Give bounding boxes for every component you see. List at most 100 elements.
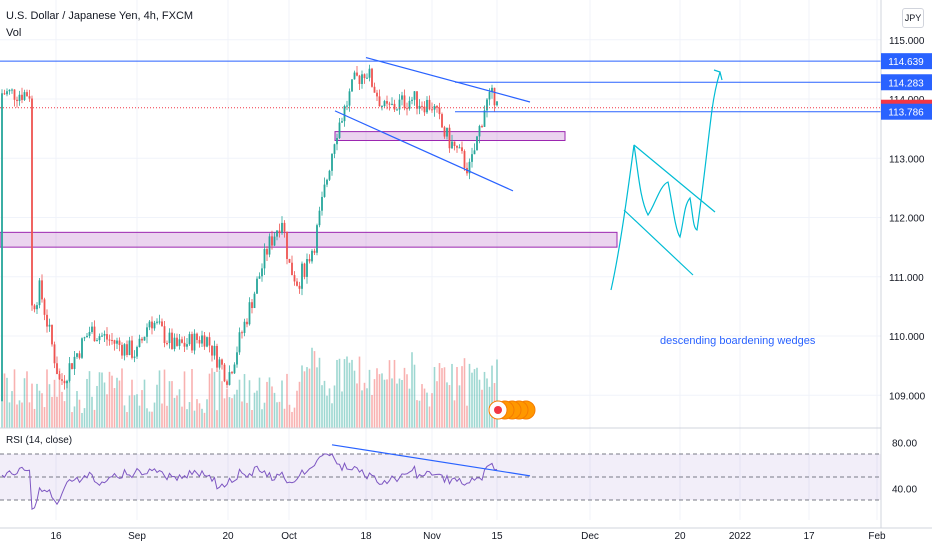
candle-body xyxy=(311,250,313,262)
candle-body xyxy=(293,275,296,282)
volume-bar xyxy=(333,385,336,428)
volume-bar xyxy=(116,377,118,428)
volume-bar xyxy=(268,377,271,428)
horizontal-lines xyxy=(0,60,881,113)
volume-bar xyxy=(381,373,383,428)
x-tick-label: 20 xyxy=(674,531,686,542)
volume-bar xyxy=(458,385,461,428)
volume-bar xyxy=(56,396,58,428)
volume-bar xyxy=(161,403,163,428)
volume-bar xyxy=(483,371,486,428)
currency-button[interactable]: JPY xyxy=(902,8,924,28)
candle-body xyxy=(136,346,138,357)
candle-body xyxy=(446,127,448,137)
candle-body xyxy=(241,332,243,334)
candle-body xyxy=(31,98,33,306)
candle-body xyxy=(76,353,78,357)
candle-body xyxy=(56,363,58,375)
candle-body xyxy=(108,339,111,341)
candle-body xyxy=(226,381,228,385)
candle-body xyxy=(166,343,168,345)
candle-body xyxy=(103,334,106,336)
volume-bar xyxy=(121,368,123,428)
volume-bar xyxy=(291,411,293,428)
volume-bar xyxy=(468,363,471,428)
x-tick-label: 15 xyxy=(491,531,503,542)
x-tick-label: 16 xyxy=(50,531,62,542)
volume-bar xyxy=(263,402,266,428)
volume-bar xyxy=(373,379,376,428)
volume-bar xyxy=(278,401,281,428)
volume-bar xyxy=(428,406,431,428)
volume-bar xyxy=(51,396,53,428)
volume-bar xyxy=(288,404,291,428)
candle-body xyxy=(208,337,211,346)
candle-body xyxy=(128,340,131,355)
volume-bar xyxy=(308,368,311,428)
candle-body xyxy=(3,93,6,95)
volume-bar xyxy=(26,371,28,428)
volume-bar xyxy=(68,375,71,428)
candle-body xyxy=(436,105,438,108)
volume-bar xyxy=(168,381,171,428)
candle-body xyxy=(278,230,281,234)
volume-bar xyxy=(441,368,443,428)
candle-body xyxy=(58,374,61,380)
candle-body xyxy=(113,340,116,344)
candle-body xyxy=(51,324,53,345)
volume-bar xyxy=(203,412,206,428)
volume-bar xyxy=(206,399,208,428)
volume-bar xyxy=(156,384,158,428)
candle-body xyxy=(216,345,218,368)
candle-body xyxy=(476,136,478,151)
candle-body xyxy=(438,107,441,115)
candle-body xyxy=(338,122,341,138)
candle-body xyxy=(143,336,146,341)
candle-body xyxy=(411,99,413,101)
volume-bar xyxy=(311,347,313,428)
volume-bar xyxy=(83,408,86,428)
volume-bar xyxy=(126,412,128,428)
candle-body xyxy=(368,68,371,78)
candle-body xyxy=(213,345,216,356)
candle-body xyxy=(156,321,158,323)
volume-bar xyxy=(231,398,233,428)
volume-bar xyxy=(1,402,3,428)
volume-bar xyxy=(143,379,146,428)
candle-body xyxy=(386,101,388,104)
y-tick-label: 110.000 xyxy=(889,332,925,343)
volume-bar xyxy=(211,368,213,428)
candle-body xyxy=(421,105,423,107)
volume-bar xyxy=(406,374,408,428)
candle-body xyxy=(148,321,151,328)
volume-bar xyxy=(396,383,398,428)
volume-bar xyxy=(476,367,478,428)
volume-bar xyxy=(153,402,156,428)
candle-body xyxy=(341,121,343,123)
candle-body xyxy=(118,340,121,345)
candle-body xyxy=(63,380,66,384)
volume-bar xyxy=(371,394,373,428)
candle-body xyxy=(111,339,113,341)
volume-bar xyxy=(71,412,73,428)
candle-body xyxy=(48,324,51,327)
candle-body xyxy=(261,268,263,277)
candle-body xyxy=(316,225,318,253)
events-marker[interactable] xyxy=(488,400,536,420)
candle-body xyxy=(331,153,333,171)
volume-bar xyxy=(466,405,468,428)
candle-body xyxy=(33,305,36,310)
volume-bar xyxy=(351,359,353,428)
candle-body xyxy=(423,106,426,113)
candle-body xyxy=(253,293,256,309)
volume-bar xyxy=(106,394,108,428)
candlesticks xyxy=(1,64,498,403)
candle-body xyxy=(116,340,118,344)
volume-bar xyxy=(163,369,166,428)
volume-bar xyxy=(181,406,183,428)
volume-bar xyxy=(391,378,393,428)
candle-body xyxy=(193,333,196,351)
volume-bar xyxy=(233,394,236,428)
candle-body xyxy=(88,331,91,336)
